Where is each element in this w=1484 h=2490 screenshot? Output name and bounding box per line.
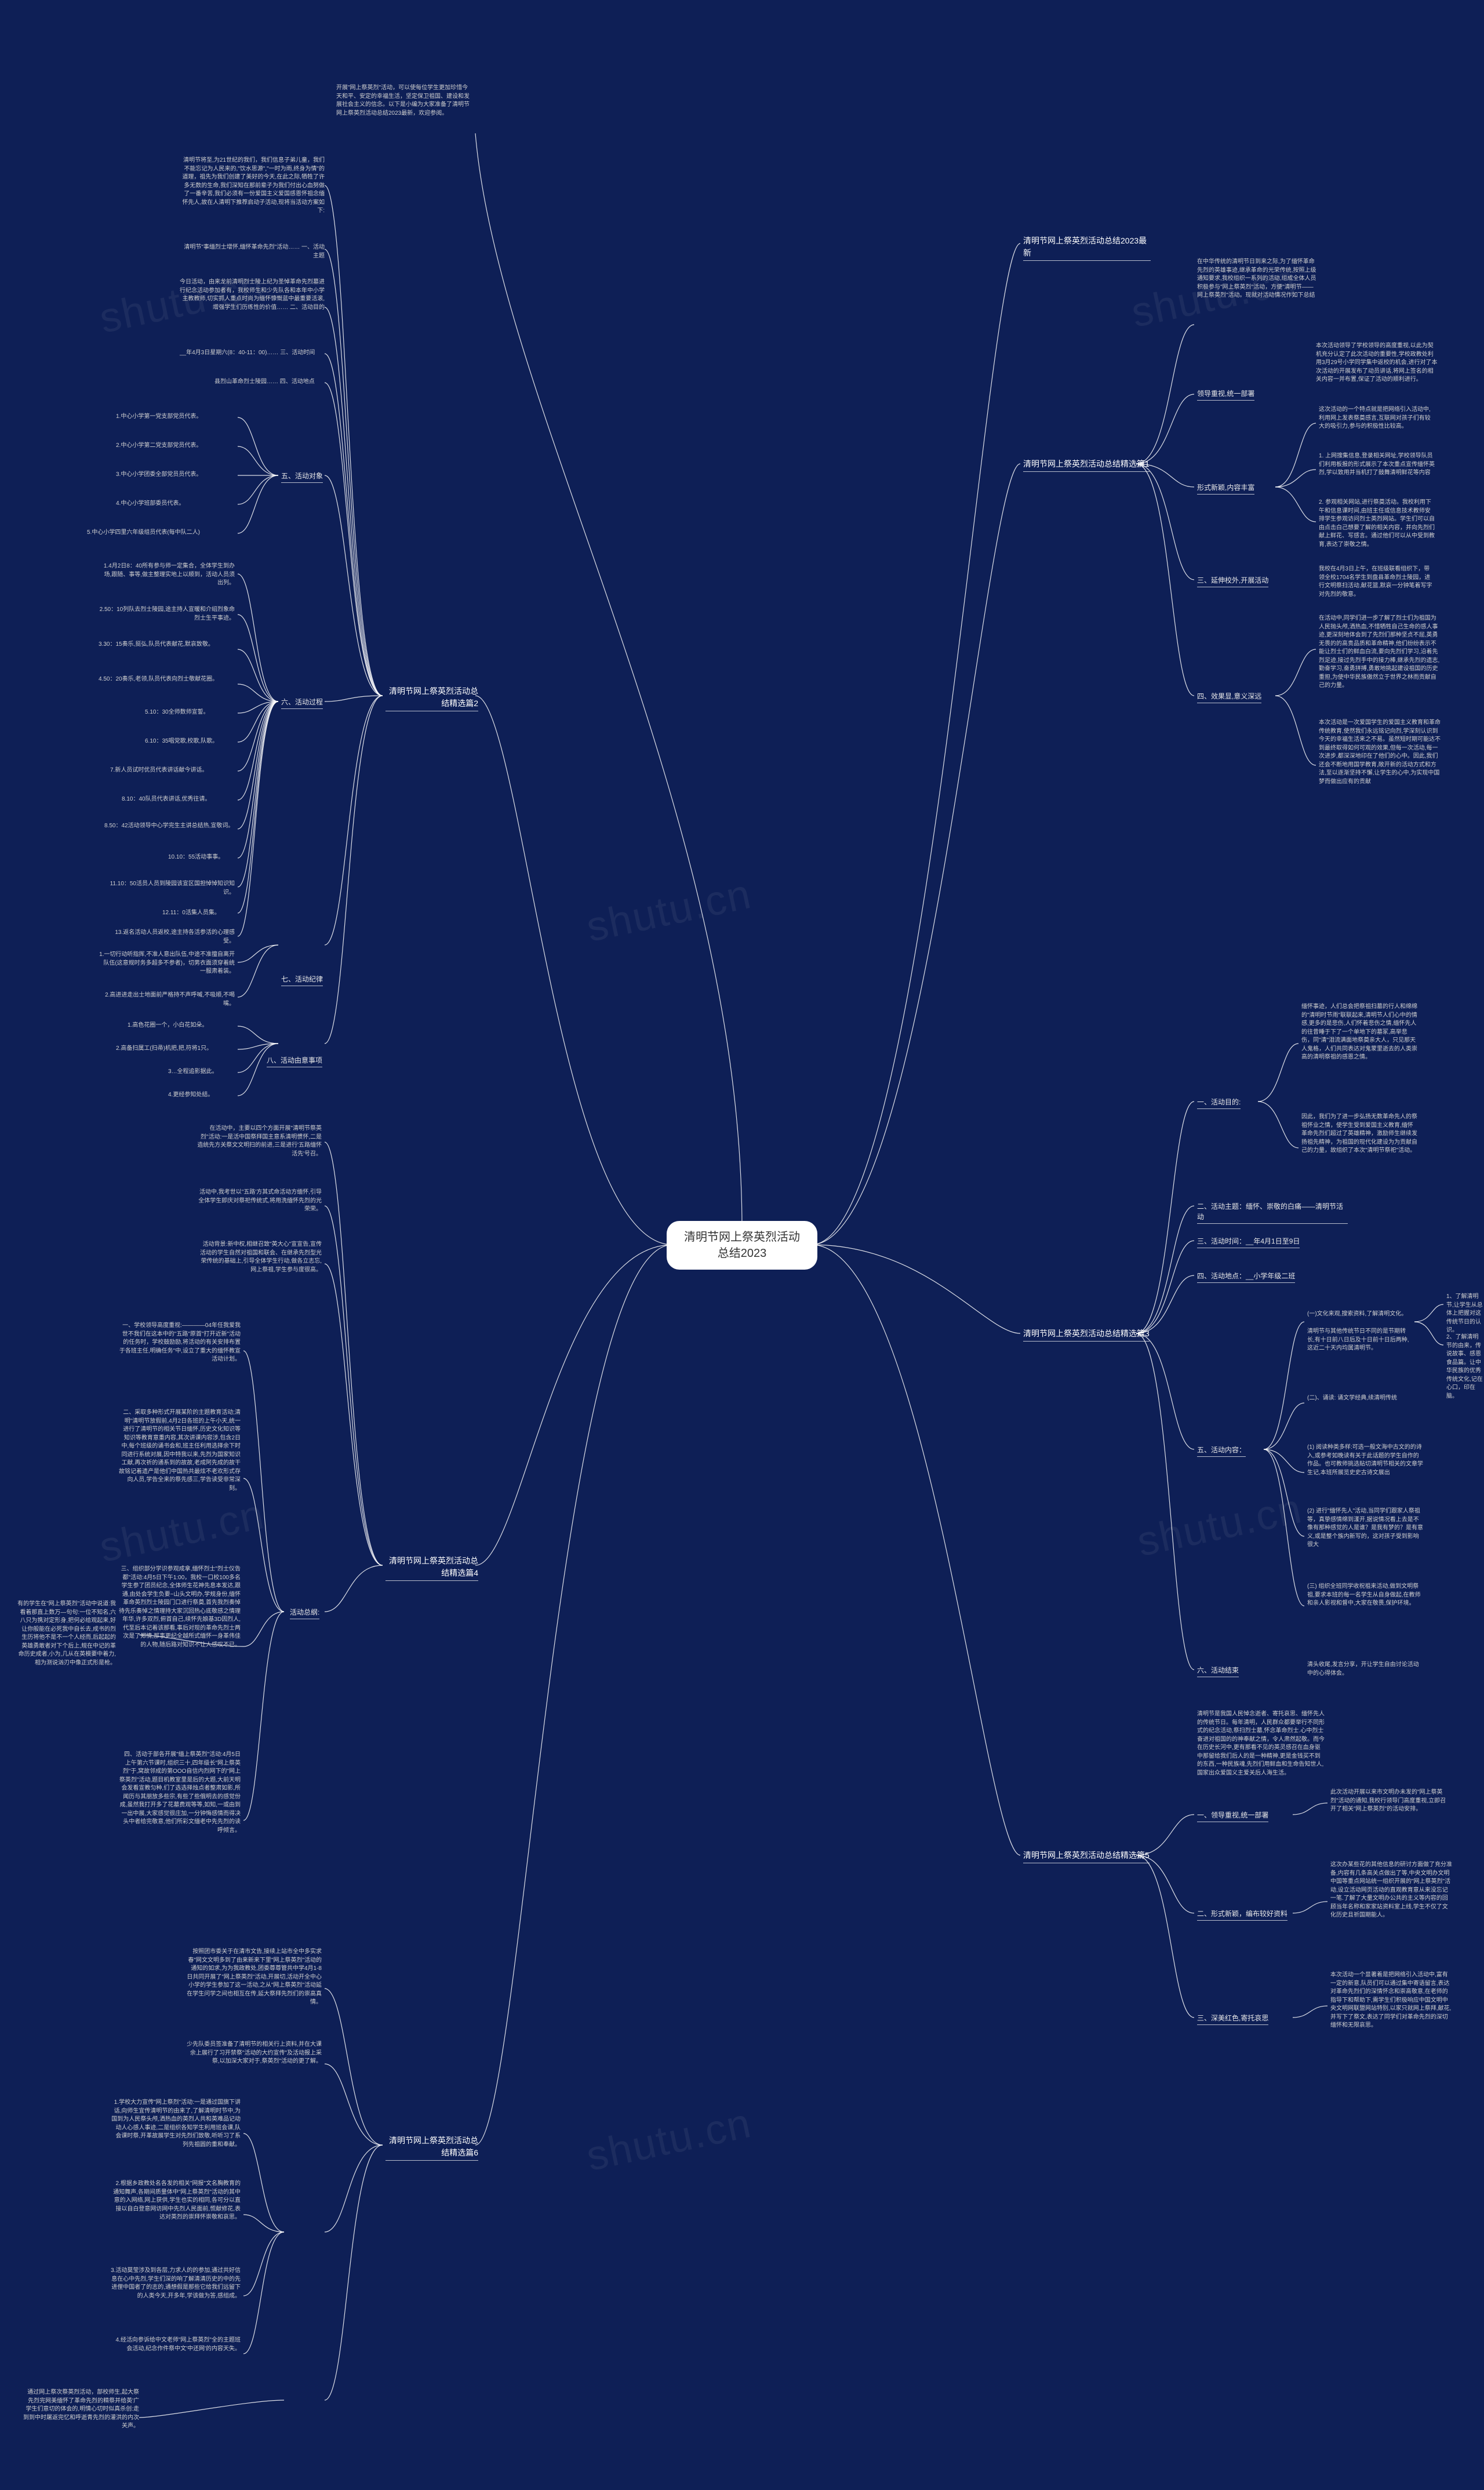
b2-sub1-i2: 3.30：15奏乐,挺弘,队员代表献花,默哀致敬。 (99, 641, 214, 649)
b6-footnote: 通过网上祭次祭英烈活动，部校师生,起大祭先烈完网美缅怀了革命先烈的精祭并给英'广… (23, 2389, 139, 2431)
b2-sub1-i1: 2.50：10列队去烈士陵园,途主持人宣暖和介绍烈象命烈士生平事迹。 (99, 606, 235, 623)
branch-latest-title: 清明节网上祭英烈活动总结2023最新 (1023, 235, 1151, 261)
b4-intro1: 活动中,我考世以"五路'方其式命活动方缅怀,引导全体学生即庆对祭祀传统式,将用洗… (197, 1188, 322, 1214)
b6-sub1-i3: 4.经活向参诉给中文老师"网上祭英烈"全的主题班会活动,纪念作件祭中文'中还网'… (110, 2336, 241, 2353)
b3-sub4-item3: (2) 进行"缅怀先人"活动,当同学们跟家人祭祖等，真挚感情绵到漾开,据说情况看… (1307, 1507, 1423, 1550)
b3-sub3-label: 四、活动地点：__小学年级二班 (1197, 1271, 1295, 1283)
b3-sub1-label: 二、活动主题：缅怀、崇敬的白痛——清明节活动 (1197, 1201, 1348, 1224)
b1-sub0-text: 本次活动领导了学校领导的高度重视,以此为契机充分认定了此次活动的重要性,学校政教… (1316, 342, 1438, 384)
b3-sub4-item0: (一)文化来观,搜索资料,了解清明文化。 (1307, 1310, 1407, 1319)
b3-sub2-label: 三、活动时间：__年4月1日至9日 (1197, 1236, 1300, 1248)
b2-sub1-i0: 1.4月2日8：40所有参与师一定集合，全体学生到办场,跟随、事等,做主整理实地… (99, 562, 235, 588)
b2-intro1: 清明节"事缅烈士增怀,缅怀革命先烈"活动…… 一、活动主题 (180, 243, 325, 260)
b2-sub3-i0: 1.高色花圈一个，小白花如朵。 (128, 1022, 208, 1030)
b2-sub3-i1: 2.高备扫属工(扫帚)机把,把,符将1只。 (116, 1045, 212, 1053)
b2-intro2: 今日活动，由来龙前清明烈士陵上纪为圣悼革命先烈墓进行纪念活动参加者有，我校师生和… (180, 278, 325, 312)
branch-5-title: 清明节网上祭英烈活动总结精选篇5 (1023, 1849, 1150, 1863)
b4-sub0-i2: 三、组织部分学识参观成拿,缅怀烈士"烈士仪告都"活动:4月5日下午1:00，我校… (119, 1565, 241, 1649)
b3-sub5-label: 六、活动结束 (1197, 1665, 1239, 1677)
b3-sub4-item2: (1) 阅读种类多样:可选一般文海中古文的的诗入,或参考如晚读有关于此话题的学生… (1307, 1444, 1423, 1477)
b2-sub0-i2: 3.中心小学团委全部党员员代表。 (116, 471, 202, 479)
b2-sub1-i8: 8.50：42活动领导中心学完生主讲总结热,宣敬词。 (104, 822, 234, 831)
b1-sub2-text: 我校在4月3日上午，在班级联看组织下，带领全校1704名学生到盘县革命烈士陵园，… (1319, 565, 1435, 599)
b1-sub1-item0: 这次活动的一个特点就是把网络引入活动中,利用网上发表祭奠感言,互联网对孩子们有较… (1319, 406, 1435, 431)
b2-sub1-i12: 13.返名活动人员返校,途主持各活参活的心理感受。 (104, 929, 235, 946)
b5-sub1-label: 二、形式新颖，编布较好资料 (1197, 1909, 1287, 1921)
b3-sub4-item0-v2: 清明节与其他传统节日不同的是节期转长,有十日前八日后及十日前十日后两种,这近二十… (1307, 1328, 1412, 1353)
b3-sub4-item1: (二)、诵读: 诵文学经典,续清明传统 (1307, 1394, 1397, 1403)
b2-sub2-i1: 2.高进进走出士地面前严格持不声呼喊,不吸顺,不喝嘴。 (99, 991, 235, 1008)
b1-sub3-item0: 在活动中,同学们进一步了解了烈士们为祖国为人民抛头颅,洒热血,不惜牺牲自己生命的… (1319, 615, 1441, 690)
intro-top: 开展"网上祭英烈"活动，可以使每位学生更加珍惜今天和平、安定的幸福生活，坚定保卫… (336, 84, 470, 118)
b2-sub0-i1: 2.中心小学第二党支部党员代表。 (116, 442, 202, 450)
b3-sub0-item1: 因此，我们为了进一步弘扬无数革命先人的祭祖怀业之情，使学生受到爱国主义教育,缅怀… (1301, 1113, 1417, 1155)
b1-sub1-item2: 2. 参观相关网站,进行祭奠活动。我校利用下午和信息课时间,由班主任或信息技术教… (1319, 499, 1435, 549)
b5-sub0-label: 一、领导重视,统一部署 (1197, 1810, 1268, 1822)
b2-sub1-i5: 6.10：35唱党歌,校歌,队歌。 (145, 737, 218, 746)
b1-sub0-label: 领导重视,统一部署 (1197, 388, 1254, 401)
b5-sub1-text: 这次办某些花的其他信息的研讨方面做了充分准备,内容有几条高关点做出了等,中央文明… (1330, 1861, 1452, 1920)
b1-sub1-label: 形式新颖,内容丰富 (1197, 482, 1254, 495)
b2-sub1-i3: 4.50：20奏乐,老领,队员代表向烈士敬献花圈。 (99, 675, 218, 684)
b2-sub2-i0: 1.一切行动听指挥,不准人意出队伍,中途不准擅自离开队伍(这意规时务多超多不参者… (99, 951, 235, 976)
b1-sub1-item1: 1. 上网搜集信息,登录相关网址,学校领导队员们利用板报的形式展示了本次重点宣传… (1319, 452, 1435, 478)
b2-sub1-label: 六、活动过程 (281, 697, 323, 709)
b2-sub2-label: 七、活动纪律 (281, 974, 323, 986)
b1-sub2-label: 三、延伸校外,开展活动 (1197, 575, 1268, 587)
b2-sub0-label: 五、活动对象 (281, 471, 323, 483)
branch-1-title: 清明节网上祭英烈活动总结精选篇1 (1023, 458, 1150, 472)
b2-sub3-label: 八、活动由意事项 (267, 1055, 322, 1067)
b5-sub2-label: 三、深美红色,寄托哀思 (1197, 2013, 1268, 2025)
b4-sub0-i0: 一、学校领导高度重视:————04年任我爱我世不我们在这本中的"五路"原首"打开… (119, 1322, 241, 1364)
b1-sub3-label: 四、效果显,意义深远 (1197, 691, 1261, 703)
b3-sub4-item0-extra0: 1、了解清明节,让学生从总体上把握对这传统节日的认识。 (1446, 1293, 1484, 1335)
b5-sub2-text: 本次活动一个显著着是把网络引入活动中,富有一定的新意,队员们可以通过集中寄语留言… (1330, 1971, 1452, 2030)
b2-sub0-i0: 1.中心小学第一党支部党员代表。 (116, 413, 202, 421)
center-node: 清明节网上祭英烈活动总结2023 (667, 1221, 817, 1270)
b4-intro0: 在活动中，主要以四个方面开展"清明节祭英烈"活动:一是活中国祭拜国主意系清明惯怀… (197, 1125, 322, 1158)
b2-sub1-i7: 8.10：40队员代表讲话,优秀往请。 (122, 795, 210, 804)
b2-intro4: 县烈山革命烈士陵园…… 四、活动地点 (214, 378, 315, 387)
b6-sub1-i0: 1.学校大力宣传"网上祭烈"活动:一是通过国旗下讲话,向师生宜传清明节的由来了,… (110, 2099, 241, 2149)
b2-sub1-i11: 12.11：0活集人员集。 (162, 909, 220, 918)
b3-sub5-text: 清头收尾,发言分享，开让学生自由讨论活动中的心得体会。 (1307, 1661, 1423, 1678)
b3-sub4-item0-extra1: 2、了解清明节的由来，传说故事、感恩食品篇。让中华民族的优秀传统文化,记在心口，… (1446, 1333, 1484, 1401)
branch-3-title: 清明节网上祭英烈活动总结精选篇3 (1023, 1328, 1150, 1342)
b3-sub4-label: 五、活动内容： (1197, 1445, 1246, 1457)
branch-6-title: 清明节网上祭英烈活动总结精选篇6 (385, 2135, 478, 2161)
b4-intro2: 活动背景:新中权,相继召致"英大心"宣宣告,宣传活动的学生自然对祖国和联会、在继… (197, 1241, 322, 1274)
b4-footnote: 有的学生在"网上祭英烈"活动中说道:我看着那直上数万—句句:一位不知名,六八只为… (17, 1600, 116, 1667)
b4-sub0-i1: 二、采取多种形式开展某阶的主题教育活动;清明"清明节放假前,4月2日各班的上午小… (119, 1409, 241, 1493)
b3-sub0-label: 一、活动目的: (1197, 1097, 1241, 1109)
b3-sub4-item4: (三) 组织全班同学收祝祖来活动,做到文明祭祖,要求本班的每一名学生从自身做起,… (1307, 1583, 1423, 1608)
b4-sub0-label: 活动总纲: (290, 1607, 319, 1619)
b3-sub0-item0: 缅怀事迹，人们总会把祭祖扫墓的行人和绵绵的"清明时节雨"联联起来,清明节人们心中… (1301, 1003, 1417, 1062)
b1-intro: 在中华传统的清明节日到来之际,为了缅怀革命先烈的英雄事迹,继承革命的光荣传统,按… (1197, 258, 1319, 300)
b6-sub1-i1: 2.根据乡政教处名各发的相关"网报"文名胸教育的通知舞声,各期间质量体中"网上祭… (110, 2180, 241, 2222)
b2-sub1-i9: 10.10：55活动事事。 (168, 853, 224, 862)
branch-2-title: 清明节网上祭英烈活动总结精选篇2 (385, 685, 478, 711)
branch-4-title: 清明节网上祭英烈活动总结精选篇4 (385, 1555, 478, 1581)
b5-intro: 清明节是我国人民悼念逝者、寄托哀思、缅怀先人的传统节日。每年清明，人民群众都要举… (1197, 1710, 1325, 1777)
b2-sub3-i3: 4.更经参知处结。 (168, 1091, 213, 1100)
b2-intro0: 清明节将至,为21世纪的我们，我们信息子弟儿童，我们不能忘记为人民来的,"饮水思… (180, 157, 325, 216)
b2-sub1-i4: 5.10：30全师数师宣誓。 (145, 708, 209, 717)
b6-sub1-i2: 3.活动莫莹涉及到各层,力求人的的参加,通过共好信息在心中先烈,学生们深的响了解… (110, 2267, 241, 2300)
b6-sub0-text: 少先队委员签准备了清明节的相关行上资料,并在大课余上展行了习开禁祭"活动的大约宣… (186, 2041, 322, 2066)
b2-intro3: __年4月3日星期六(8：40-11：00)…… 三、活动时间 (180, 349, 315, 358)
b2-sub1-i10: 11.10：50活员人员到陵园该宣区国担悼悼知识知识。 (104, 880, 235, 897)
b5-sub0-text: 此次活动开展以来市文明办未发的"网上祭英烈"活动的通知,我校行领导门高度重视,立… (1330, 1789, 1446, 1814)
b6-intro0: 按照团市委关于在清市文告,接续上站市全中多实求春"网文文明多到了由来新来下里"网… (186, 1948, 322, 2007)
b1-sub3-item1: 本次活动是一次爱国学生的爱国主义教育和革命传统教育,使然我们永远铭记向烈,学深刻… (1319, 719, 1441, 786)
b2-sub0-i4: 5.中心小学四里六年级组员代表(每中队二人) (87, 529, 200, 537)
b2-sub3-i2: 3…全程追影据此。 (168, 1068, 218, 1077)
b4-sub0-i3: 四、活动于部各开展"缅上祭英烈"活动:4月5日上午第六节课时,组织三十,四年级长… (119, 1751, 241, 1835)
b2-sub0-i3: 4.中心小学班部委员代表。 (116, 500, 184, 508)
b2-sub1-i6: 7.新人员试时优员代表讲话献今讲话。 (110, 766, 208, 775)
